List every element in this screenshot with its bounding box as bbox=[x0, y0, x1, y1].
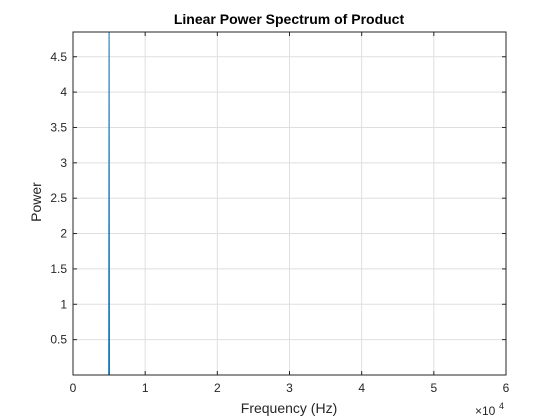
grid-lines bbox=[72, 32, 507, 375]
ticks: 0 1 2 3 4 5 6 0.5 1 1.5 2 2.5 3 3.5 4 4.5 bbox=[50, 32, 510, 395]
y-tick-label: 3 bbox=[60, 156, 67, 170]
x-tick-label: 4 bbox=[358, 381, 365, 395]
x-tick-label: 2 bbox=[214, 381, 221, 395]
y-tick-label: 4.5 bbox=[50, 50, 67, 64]
y-tick-label: 3.5 bbox=[50, 120, 67, 134]
x-tick-label: 1 bbox=[142, 381, 149, 395]
x-exponent-base: ×10 bbox=[475, 404, 496, 418]
x-tick-label: 6 bbox=[503, 381, 510, 395]
x-tick-label: 3 bbox=[286, 381, 293, 395]
y-tick-label: 1 bbox=[60, 297, 67, 311]
y-tick-label: 2.5 bbox=[50, 191, 67, 205]
x-tick-label: 0 bbox=[70, 381, 77, 395]
y-tick-label: 4 bbox=[60, 85, 67, 99]
y-tick-label: 1.5 bbox=[50, 262, 67, 276]
x-exponent-power: 4 bbox=[499, 401, 504, 411]
y-tick-label: 0.5 bbox=[50, 333, 67, 347]
x-tick-label: 5 bbox=[430, 381, 437, 395]
chart-title: Linear Power Spectrum of Product bbox=[174, 11, 405, 27]
y-tick-label: 2 bbox=[60, 227, 67, 241]
x-axis-label: Frequency (Hz) bbox=[241, 400, 337, 416]
x-axis-exponent: ×10 4 bbox=[475, 401, 504, 418]
y-axis-label: Power bbox=[28, 182, 44, 222]
